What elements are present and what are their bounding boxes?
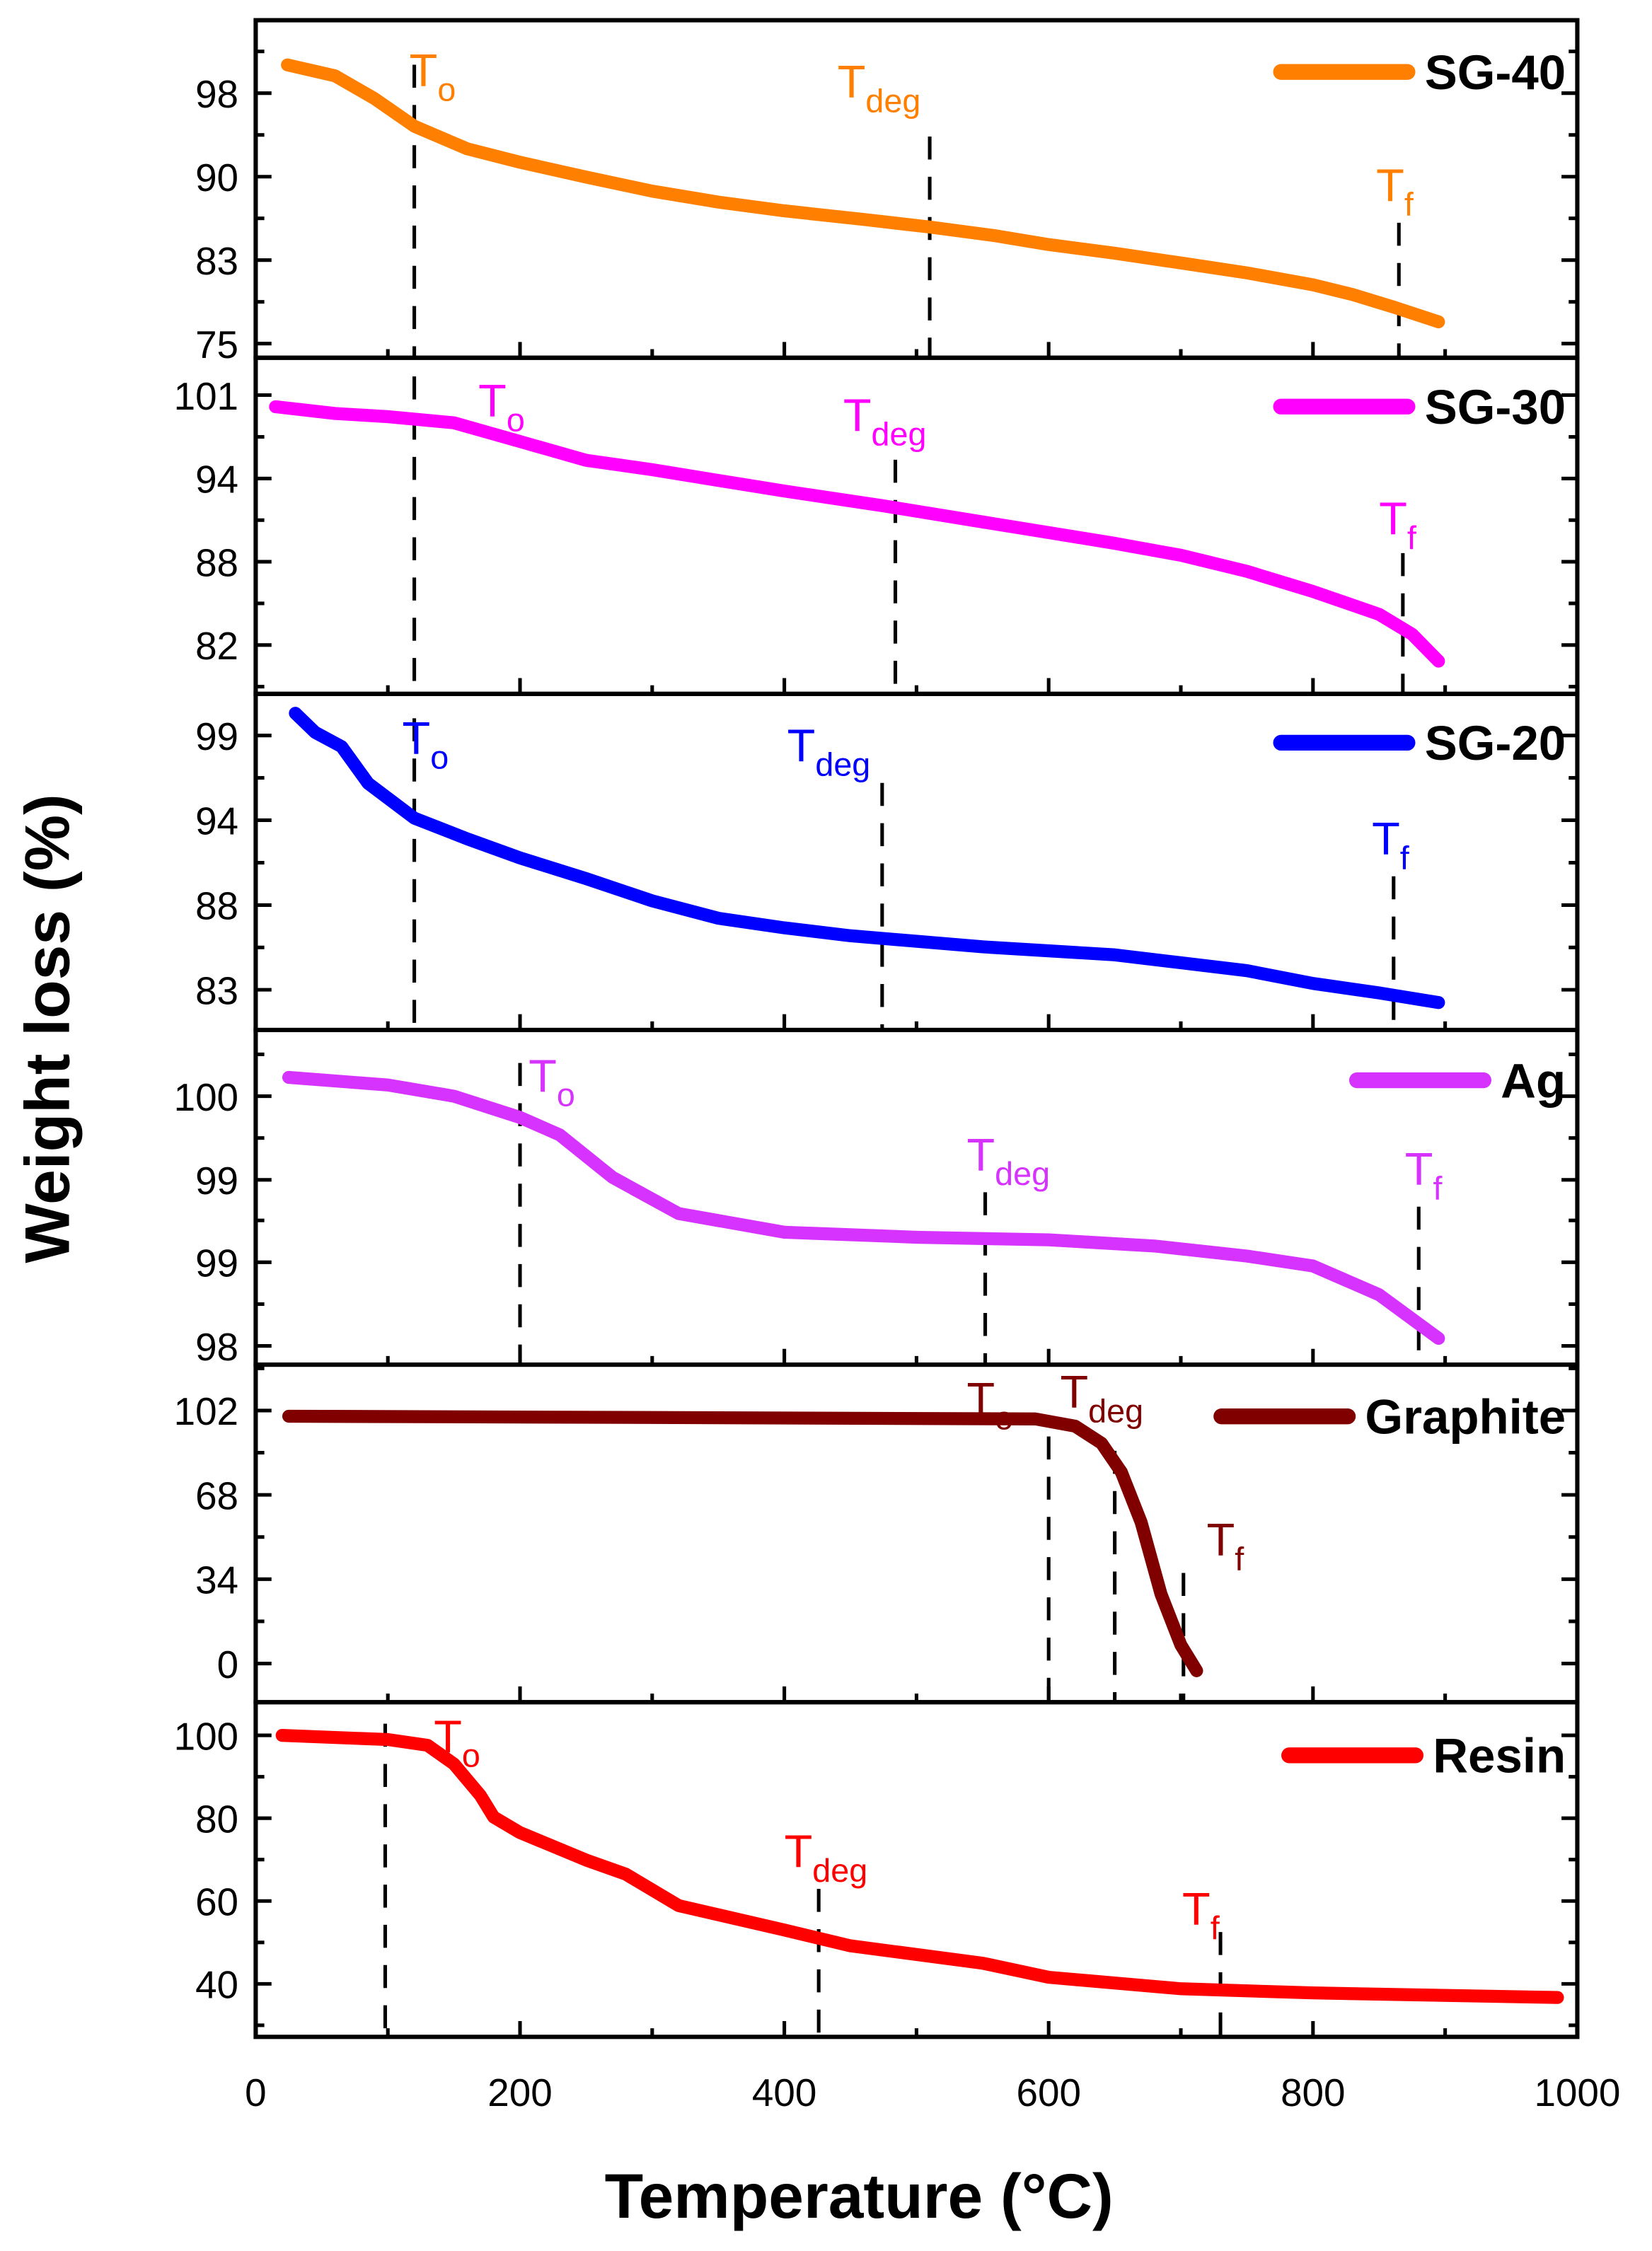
y-tick-label: 98 [195,72,238,116]
annotation-To: To [528,1050,575,1113]
annotation-Tdeg: Tdeg [843,389,927,452]
x-tick-label: 400 [752,2071,816,2114]
series-line-graphite [282,1409,1203,1677]
series-line-sg-30 [269,400,1445,668]
panel-ag: 98 99 99 100 To Tdeg Tf Ag [174,1027,1580,1369]
annotation-Tdeg: Tdeg [1060,1366,1143,1429]
series-line-ag [282,1070,1445,1346]
series-line-sg-20 [289,707,1445,1009]
legend-label: Graphite [1365,1390,1566,1445]
y-tick-label: 82 [195,624,238,668]
annotation-Tf: Tf [1379,492,1417,555]
y-tick-label: 0 [217,1643,238,1686]
panel-frame [253,1700,1580,2039]
y-tick-label: 100 [174,1075,238,1119]
y-tick-label: 90 [195,156,238,199]
annotation-Tdeg: Tdeg [838,56,921,119]
y-tick-label: 68 [195,1474,238,1517]
legend-label: Resin [1433,1729,1566,1783]
annotation-Tf: Tf [1182,1883,1220,1946]
x-tick-label: 600 [1016,2071,1080,2114]
y-tick-label: 88 [195,884,238,928]
y-tick-label: 101 [174,374,238,418]
annotation-To: To [966,1373,1013,1436]
x-tick-label: 0 [245,2071,266,2114]
legend-label: SG-20 [1425,716,1566,770]
y-tick-label: 34 [195,1558,238,1602]
y-tick-label: 88 [195,540,238,584]
annotation-Tdeg: Tdeg [966,1129,1050,1192]
y-tick-label: 98 [195,1325,238,1369]
annotation-Tf: Tf [1376,159,1414,222]
series-line-resin [275,1728,1564,2004]
y-tick-label: 75 [195,323,238,366]
y-tick-label: 80 [195,1797,238,1841]
y-tick-label: 83 [195,239,238,283]
y-tick-label: 99 [195,714,238,758]
annotation-To: To [410,45,456,108]
legend-label: SG-40 [1425,45,1566,100]
x-tick-label: 800 [1281,2071,1345,2114]
panel-sg-20: 83 88 94 99 To Tdeg Tf SG-20 [195,691,1580,1033]
annotation-Tf: Tf [1405,1143,1443,1206]
series-line-sg-40 [281,58,1445,329]
y-tick-label: 94 [195,799,238,843]
y-tick-label: 60 [195,1880,238,1924]
panel-graphite: 0 34 68 102 To Tdeg Tf Graphite [174,1362,1580,1705]
y-tick-label: 100 [174,1714,238,1758]
legend-label: SG-30 [1425,380,1566,434]
x-tick-label: 1000 [1534,2071,1620,2114]
y-tick-label: 40 [195,1963,238,2007]
annotation-To: To [478,375,525,438]
annotation-Tf: Tf [1207,1514,1245,1577]
legend-label: Ag [1501,1053,1566,1108]
panel-sg-30: 82 88 94 101 To Tdeg Tf SG-30 [174,355,1580,696]
y-tick-label: 99 [195,1242,238,1285]
y-tick-label: 99 [195,1159,238,1203]
annotation-To: To [403,712,449,775]
annotation-Tf: Tf [1372,813,1410,876]
x-tick-label: 200 [487,2071,552,2114]
annotation-Tdeg: Tdeg [787,719,871,782]
y-axis-title: Weight loss (%) [11,794,82,1263]
y-tick-label: 102 [174,1389,238,1433]
x-axis-title: Temperature (°C) [605,2160,1114,2231]
annotation-Tdeg: Tdeg [785,1826,868,1889]
y-tick-label: 94 [195,458,238,502]
panel-sg-40: 75 83 90 98 To Tdeg Tf SG-40 [195,18,1580,366]
y-tick-label: 83 [195,968,238,1012]
